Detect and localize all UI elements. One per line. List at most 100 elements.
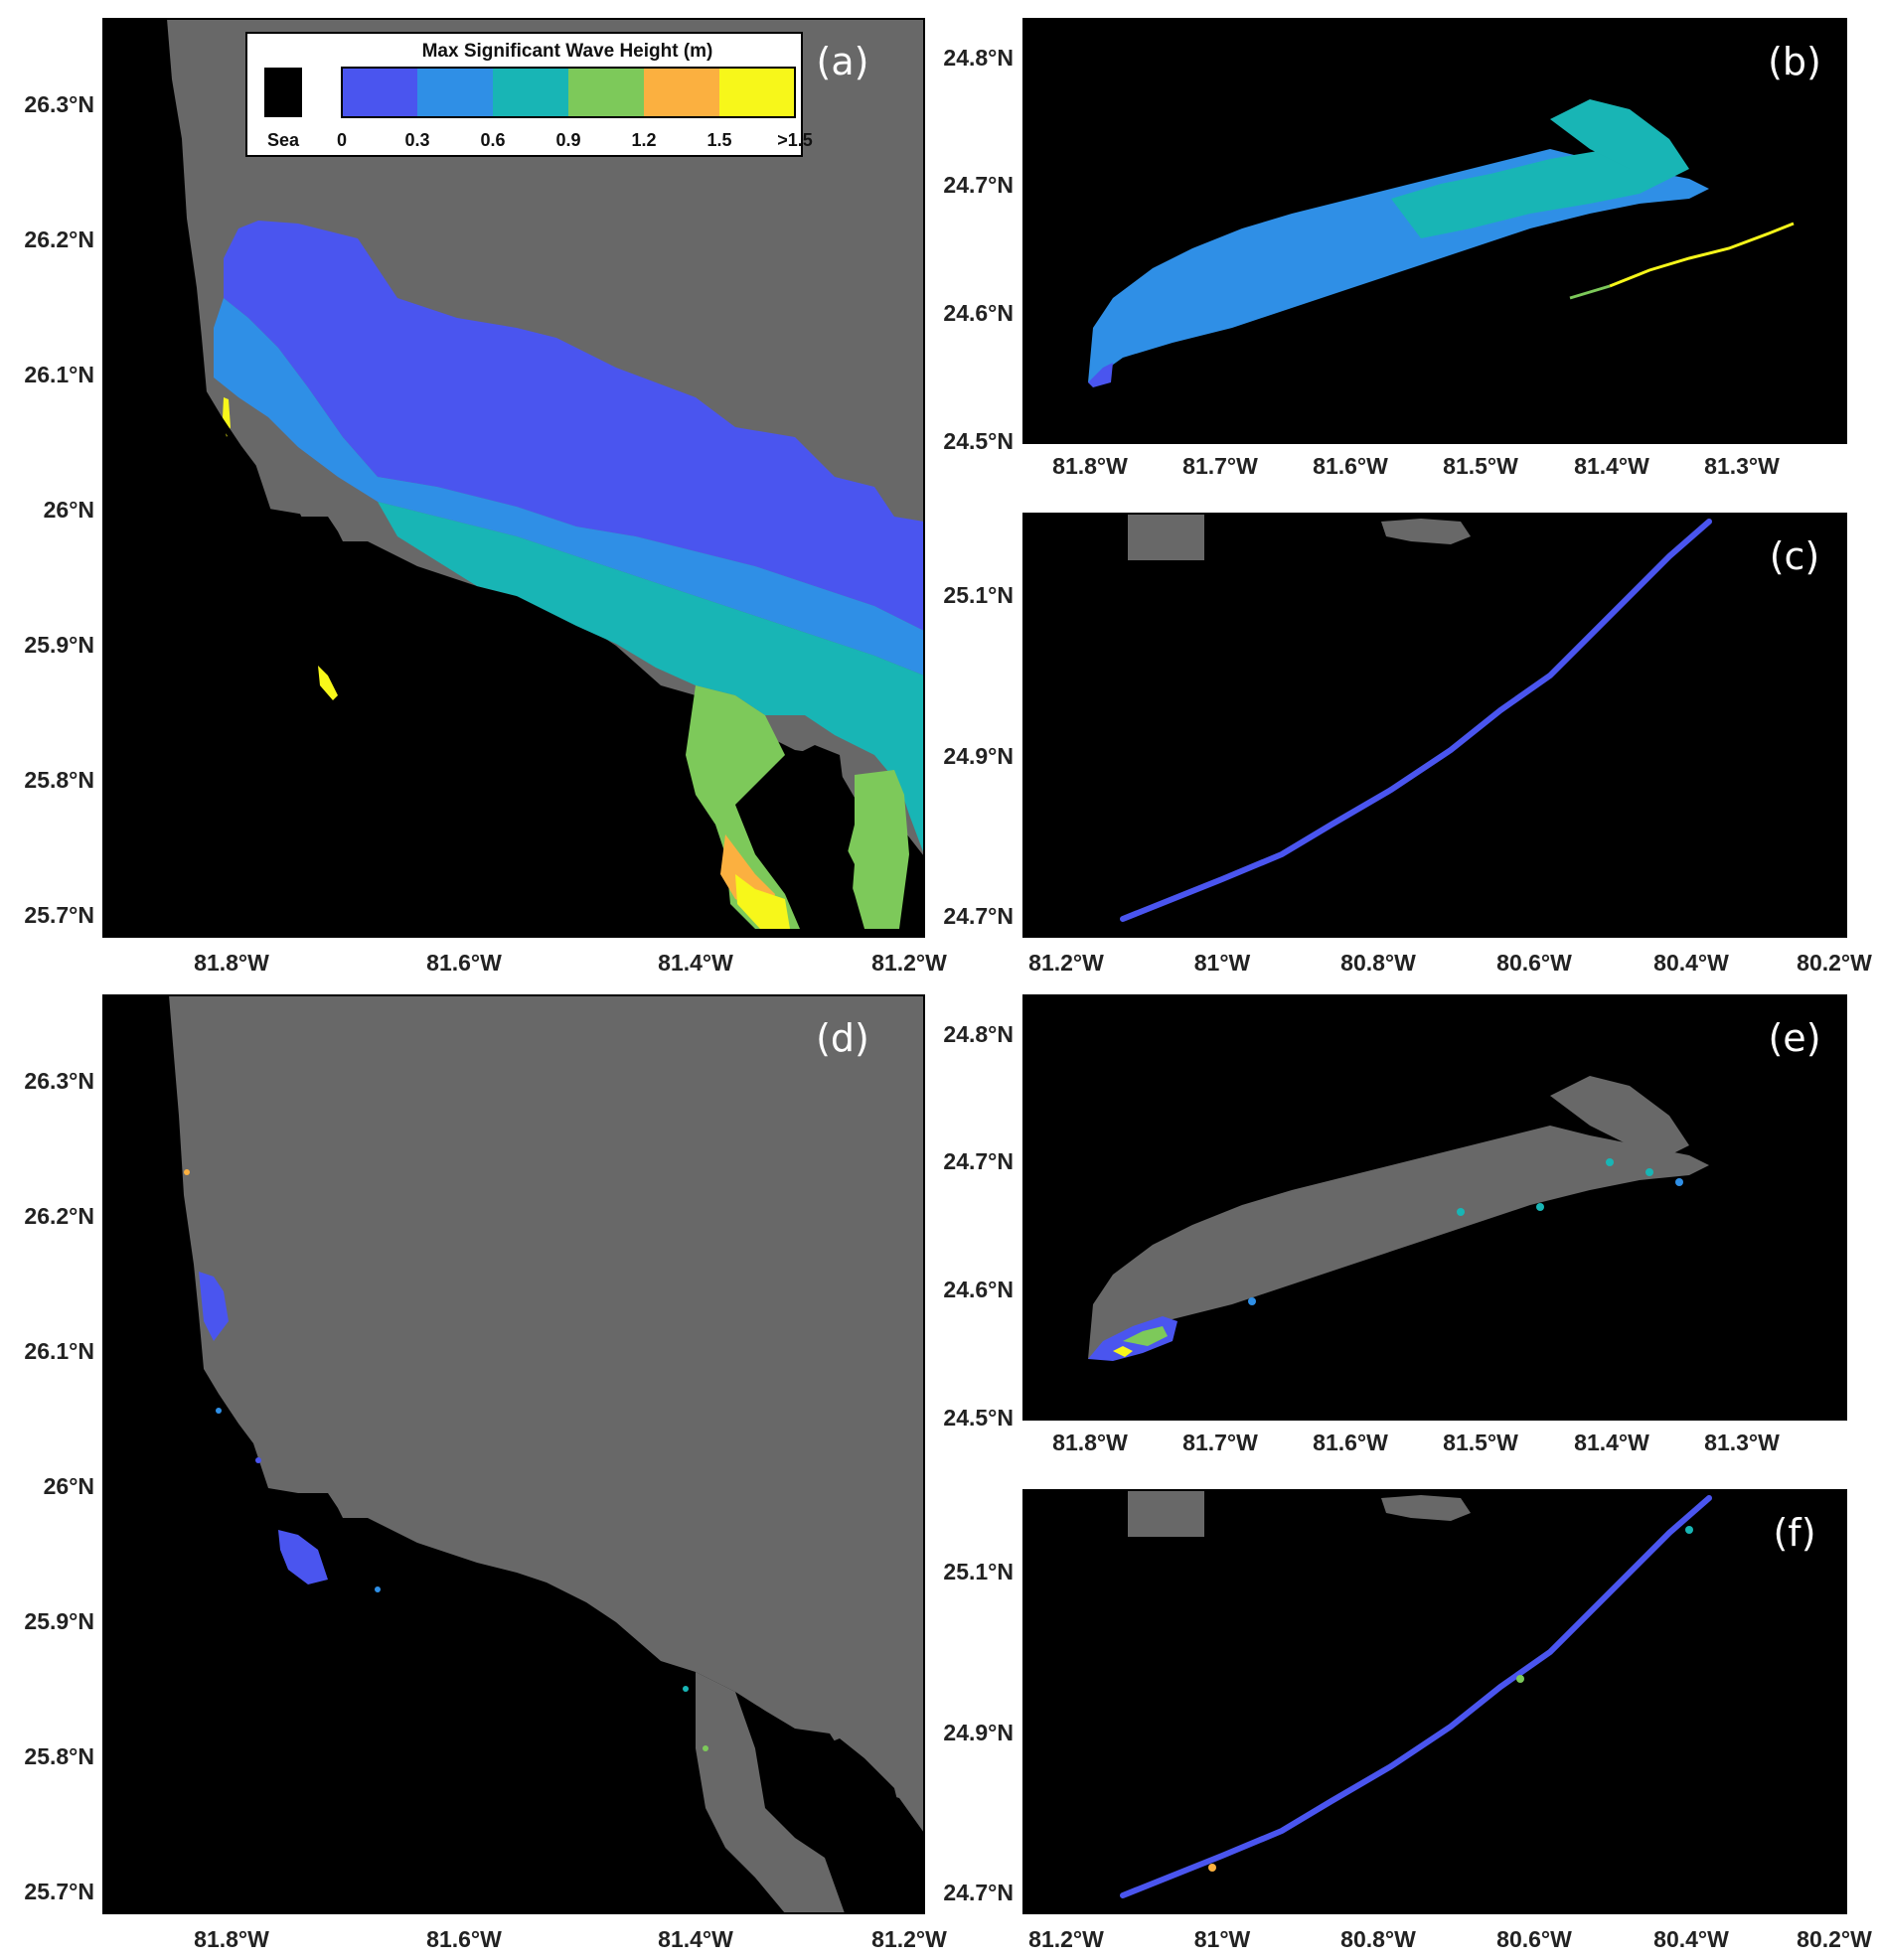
panel-c-sea-patch-2 — [1381, 519, 1471, 544]
panel-f-dot-orange — [1208, 1864, 1216, 1872]
panel-e-y-tick-0: 24.8°N — [943, 1021, 1014, 1047]
panel-b-x-tick-0: 81.8°W — [1052, 453, 1128, 479]
panel-b-y-tick-3: 24.5°N — [943, 428, 1014, 454]
panel-a-y-axis: 26.3°N 26.2°N 26.1°N 26°N 25.9°N 25.8°N … — [24, 91, 94, 928]
panel-e-dot-4 — [1645, 1168, 1653, 1176]
panel-e-dot-3 — [1606, 1158, 1614, 1166]
panel-a-band-0.9-1.2-inlet — [845, 770, 909, 929]
panel-d-label: (d) — [816, 1016, 869, 1060]
panel-b-x-tick-3: 81.5°W — [1443, 453, 1518, 479]
panel-a-x-tick-0: 81.8°W — [194, 950, 269, 976]
panel-a-band-0-0.3 — [224, 221, 924, 631]
panel-f-x-axis: 81.2°W 81°W 80.8°W 80.6°W 80.4°W 80.2°W — [1028, 1926, 1872, 1952]
panel-c-x-tick-3: 80.6°W — [1496, 950, 1572, 976]
panel-a-y-tick-6: 25.7°N — [24, 902, 94, 928]
panel-e-map — [1088, 1076, 1709, 1361]
panel-e-x-tick-2: 81.6°W — [1313, 1430, 1388, 1455]
panel-c-x-tick-2: 80.8°W — [1340, 950, 1416, 976]
panel-d-blue-patch-north — [199, 1272, 229, 1341]
panel-c-x-tick-1: 81°W — [1194, 950, 1251, 976]
panel-b-frame — [1022, 18, 1847, 444]
panel-d-y-tick-5: 25.8°N — [24, 1743, 94, 1769]
panel-b-y-tick-2: 24.6°N — [943, 300, 1014, 326]
panel-f-y-tick-1: 24.9°N — [943, 1720, 1014, 1745]
panel-d-y-tick-4: 25.9°N — [24, 1608, 94, 1634]
panel-d-x-tick-0: 81.8°W — [194, 1926, 269, 1952]
panel-c-y-tick-1: 24.9°N — [943, 743, 1014, 769]
panel-d-sea — [169, 995, 924, 1833]
panel-d-y-tick-3: 26°N — [44, 1473, 94, 1499]
panel-c-x-tick-0: 81.2°W — [1028, 950, 1104, 976]
panel-c-sea-patch — [1128, 514, 1204, 560]
legend-colorbar-outline — [341, 67, 796, 118]
panel-a-x-tick-2: 81.4°W — [658, 950, 733, 976]
panel-e-y-axis: 24.8°N 24.7°N 24.6°N 24.5°N — [943, 1021, 1014, 1431]
panel-a-coastline — [161, 18, 400, 698]
panel-f-x-tick-4: 80.4°W — [1653, 1926, 1729, 1952]
panel-e-frame — [1022, 994, 1847, 1421]
legend-tick-2: 0.6 — [480, 130, 505, 150]
panel-a-y-tick-1: 26.2°N — [24, 226, 94, 252]
panel-e-dot-2 — [1536, 1203, 1544, 1211]
panel-a-band-gt1.5 — [735, 874, 790, 929]
panel-c-keys-chain — [1120, 519, 1712, 922]
panel-a-y-tick-3: 26°N — [44, 497, 94, 523]
panel-a-coast-fringe-south — [318, 666, 338, 700]
panel-f-map — [1120, 1495, 1712, 1898]
panel-d-dot-3 — [375, 1586, 381, 1592]
panel-a-interior-land — [775, 745, 855, 929]
panel-d-dot-2 — [255, 1457, 261, 1463]
panel-a-label: (a) — [817, 40, 869, 83]
legend-bin-1 — [342, 68, 417, 117]
legend-bin-6 — [719, 68, 795, 117]
panel-d-interior-land — [815, 1738, 909, 1913]
panel-b-y-tick-1: 24.7°N — [943, 172, 1014, 198]
legend-tick-1: 0.3 — [404, 130, 429, 150]
panel-a-map — [161, 18, 924, 929]
panel-e-dot-5 — [1675, 1178, 1683, 1186]
panel-b-keys-west — [1088, 363, 1113, 387]
panel-b-y-tick-0: 24.8°N — [943, 45, 1014, 71]
panel-b-x-axis: 81.8°W 81.7°W 81.6°W 81.5°W 81.4°W 81.3°… — [1052, 453, 1780, 479]
panel-a-y-tick-5: 25.8°N — [24, 767, 94, 793]
panel-d-y-tick-2: 26.1°N — [24, 1338, 94, 1364]
panel-e-x-tick-0: 81.8°W — [1052, 1430, 1128, 1455]
panel-b: (b) 24.8°N 24.7°N 24.6°N 24.5°N 81.8°W 8… — [943, 18, 1847, 479]
legend: Sea Max Significant Wave Height (m) 0 0.… — [245, 32, 813, 157]
panel-e: (e) 24.8°N 24.7°N 24.6°N 24.5°N 81.8°W 8… — [943, 994, 1847, 1455]
panel-f-dot-teal — [1685, 1526, 1693, 1534]
panel-c-x-tick-5: 80.2°W — [1797, 950, 1872, 976]
panel-b-map — [1088, 99, 1795, 387]
panel-f-y-tick-2: 24.7°N — [943, 1880, 1014, 1905]
legend-title: Max Significant Wave Height (m) — [422, 41, 713, 62]
legend-bin-2 — [417, 68, 493, 117]
legend-sea-swatch — [264, 68, 302, 117]
panel-f-x-tick-0: 81.2°W — [1028, 1926, 1104, 1952]
panel-b-x-tick-5: 81.3°W — [1704, 453, 1780, 479]
panel-d-y-tick-0: 26.3°N — [24, 1068, 94, 1094]
panel-e-x-tick-4: 81.4°W — [1574, 1430, 1649, 1455]
panel-f-y-tick-0: 25.1°N — [943, 1559, 1014, 1584]
panel-f-sea-patch — [1128, 1490, 1204, 1537]
panel-a-x-tick-3: 81.2°W — [871, 950, 947, 976]
panel-f-x-tick-5: 80.2°W — [1797, 1926, 1872, 1952]
legend-tick-6: >1.5 — [777, 130, 813, 150]
panel-f-dot-green — [1516, 1675, 1524, 1683]
panel-d-dot-5 — [703, 1745, 708, 1751]
panel-e-keys-north — [1550, 1076, 1689, 1155]
panel-f-keys-chain — [1120, 1495, 1712, 1898]
panel-d-x-tick-1: 81.6°W — [426, 1926, 502, 1952]
panel-c-x-axis: 81.2°W 81°W 80.8°W 80.6°W 80.4°W 80.2°W — [1028, 950, 1872, 976]
panel-a-y-tick-2: 26.1°N — [24, 362, 94, 387]
legend-tick-3: 0.9 — [555, 130, 580, 150]
panel-d-sea-south — [696, 1672, 845, 1913]
panel-c-map — [1120, 519, 1712, 922]
panel-a-band-0.9-1.2 — [686, 685, 800, 929]
panel-e-y-tick-3: 24.5°N — [943, 1405, 1014, 1431]
panel-d-dot-1 — [216, 1408, 222, 1414]
panel-d-y-tick-6: 25.7°N — [24, 1879, 94, 1904]
panel-c-x-tick-4: 80.4°W — [1653, 950, 1729, 976]
panel-b-x-tick-4: 81.4°W — [1574, 453, 1649, 479]
panel-f-label: (f) — [1773, 1511, 1815, 1555]
